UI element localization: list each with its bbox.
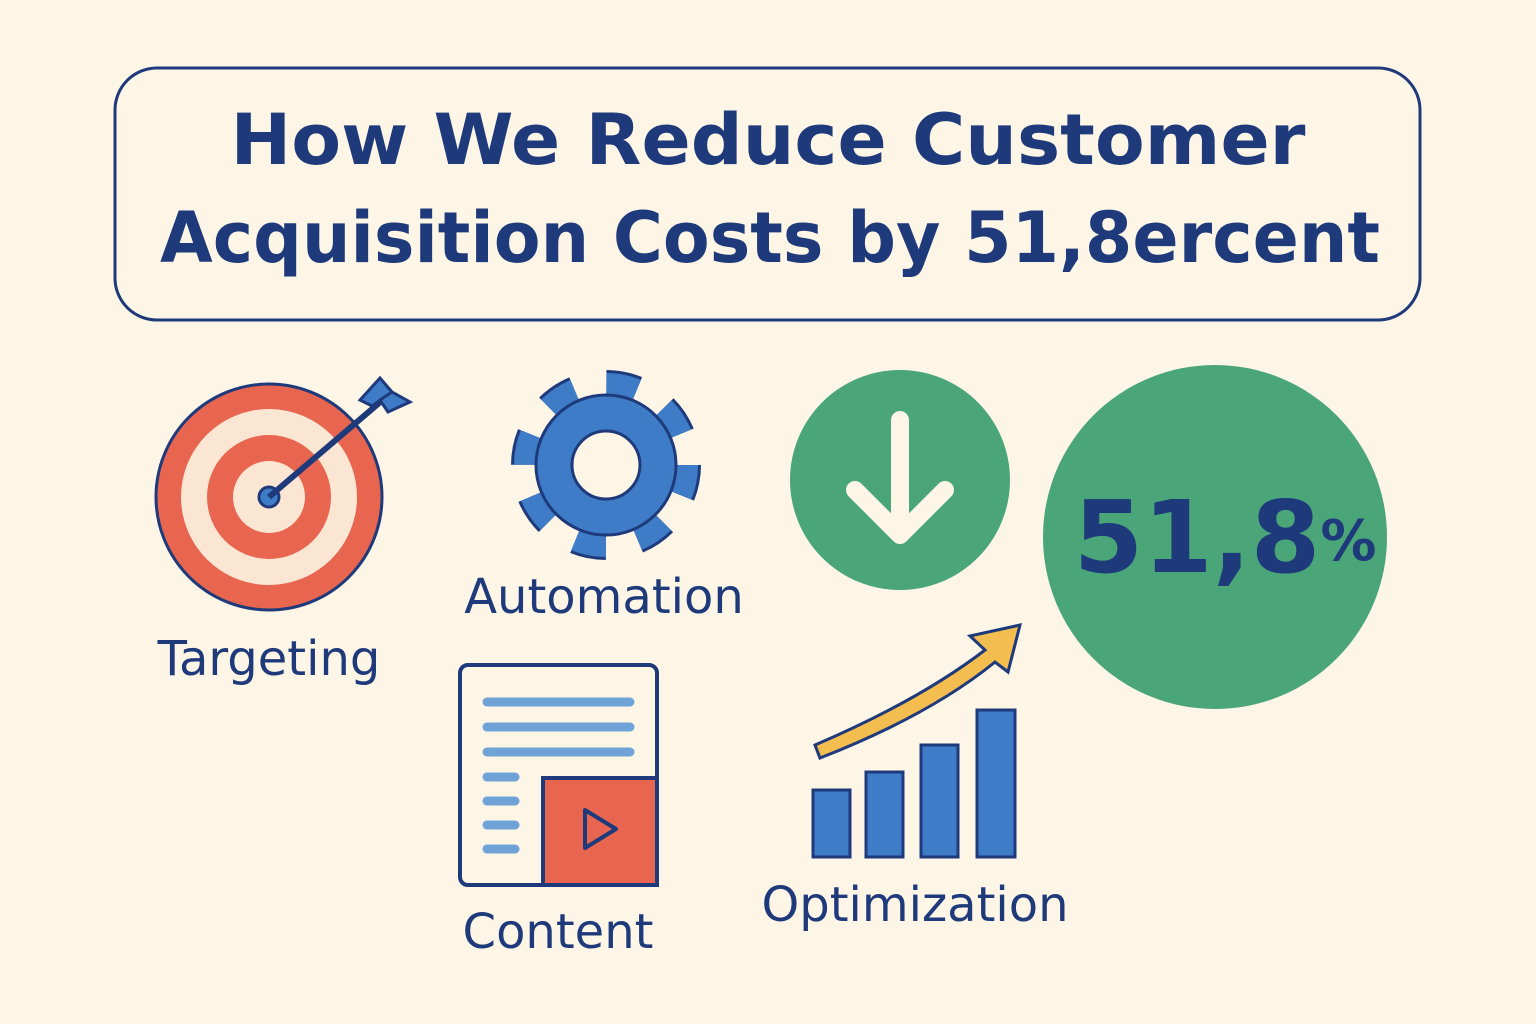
item-label: Targeting	[157, 631, 381, 687]
item-label: Automation	[464, 569, 744, 625]
content-icon	[458, 663, 659, 887]
item-label: Content	[463, 904, 654, 960]
title-line: How We Reduce Customer	[231, 99, 1306, 181]
target-icon	[154, 375, 414, 612]
gear-icon	[511, 370, 701, 560]
down-arrow-icon	[790, 370, 1010, 590]
item-label: Optimization	[761, 877, 1068, 933]
stat-unit: %	[1320, 509, 1376, 574]
optimization-icon	[811, 623, 1023, 859]
stat: 51,8%	[1074, 479, 1377, 596]
title-box	[113, 66, 1422, 322]
title-line: Acquisition Costs by 51,8ercent	[160, 197, 1380, 279]
stat-value: 51,8	[1074, 479, 1321, 596]
stat-circle	[1043, 365, 1387, 709]
